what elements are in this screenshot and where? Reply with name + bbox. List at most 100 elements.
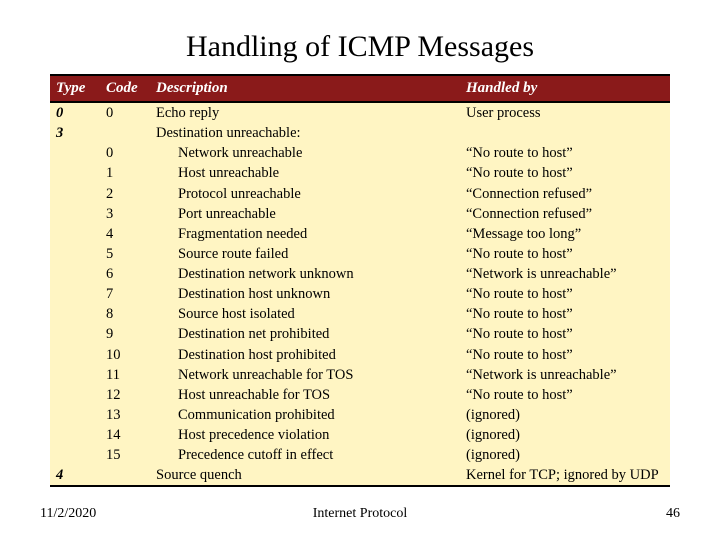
cell-type [50,224,100,244]
cell-handledby: (ignored) [460,425,670,445]
table-row: 10Destination host prohibited“No route t… [50,345,670,365]
table-row: 15Precedence cutoff in effect(ignored) [50,445,670,465]
cell-description: Source route failed [150,244,460,264]
table-row: 11Network unreachable for TOS“Network is… [50,365,670,385]
cell-code: 0 [100,143,150,163]
cell-type: 3 [50,123,100,143]
table-header-cell: Handled by [460,75,670,102]
cell-handledby: “Network is unreachable” [460,365,670,385]
table-row: 9Destination net prohibited“No route to … [50,324,670,344]
cell-handledby: “No route to host” [460,163,670,183]
cell-handledby: User process [460,102,670,123]
cell-description: Source quench [150,465,460,486]
cell-description: Precedence cutoff in effect [150,445,460,465]
cell-type [50,244,100,264]
cell-code: 12 [100,385,150,405]
table-row: 14Host precedence violation(ignored) [50,425,670,445]
table-row: 4Fragmentation needed“Message too long” [50,224,670,244]
cell-description: Network unreachable for TOS [150,365,460,385]
cell-description: Network unreachable [150,143,460,163]
cell-description: Fragmentation needed [150,224,460,244]
cell-code: 11 [100,365,150,385]
cell-description: Destination net prohibited [150,324,460,344]
cell-description: Destination host unknown [150,284,460,304]
cell-code: 10 [100,345,150,365]
icmp-table: TypeCodeDescriptionHandled by 00Echo rep… [50,74,670,487]
table-row: 13Communication prohibited(ignored) [50,405,670,425]
cell-type [50,143,100,163]
cell-description: Destination network unknown [150,264,460,284]
cell-code [100,465,150,486]
cell-handledby: “No route to host” [460,304,670,324]
cell-description: Host unreachable [150,163,460,183]
cell-type [50,385,100,405]
table-row: 00Echo replyUser process [50,102,670,123]
cell-type [50,365,100,385]
cell-handledby [460,123,670,143]
cell-code: 8 [100,304,150,324]
cell-code [100,123,150,143]
table-header-cell: Type [50,75,100,102]
cell-code: 7 [100,284,150,304]
cell-type [50,163,100,183]
cell-handledby: “No route to host” [460,244,670,264]
table-row: 5Source route failed“No route to host” [50,244,670,264]
cell-code: 5 [100,244,150,264]
table-row: 1Host unreachable“No route to host” [50,163,670,183]
cell-type [50,405,100,425]
cell-code: 2 [100,184,150,204]
cell-description: Echo reply [150,102,460,123]
cell-description: Host precedence violation [150,425,460,445]
slide: Handling of ICMP Messages TypeCodeDescri… [0,0,720,540]
slide-title: Handling of ICMP Messages [50,30,670,64]
cell-type [50,264,100,284]
cell-handledby: “No route to host” [460,345,670,365]
table-header-row: TypeCodeDescriptionHandled by [50,75,670,102]
slide-footer: 11/2/2020 Internet Protocol 46 [0,506,720,522]
cell-description: Destination host prohibited [150,345,460,365]
cell-code: 14 [100,425,150,445]
cell-type [50,284,100,304]
cell-handledby: “Connection refused” [460,204,670,224]
table-row: 0Network unreachable“No route to host” [50,143,670,163]
cell-type [50,304,100,324]
table-row: 2Protocol unreachable“Connection refused… [50,184,670,204]
table-header-cell: Code [100,75,150,102]
cell-handledby: “No route to host” [460,143,670,163]
cell-type [50,445,100,465]
cell-handledby: “No route to host” [460,284,670,304]
cell-code: 1 [100,163,150,183]
cell-description: Source host isolated [150,304,460,324]
cell-description: Port unreachable [150,204,460,224]
cell-type [50,184,100,204]
cell-code: 13 [100,405,150,425]
cell-type: 4 [50,465,100,486]
cell-handledby: (ignored) [460,405,670,425]
cell-description: Destination unreachable: [150,123,460,143]
cell-handledby: Kernel for TCP; ignored by UDP [460,465,670,486]
table-row: 3Port unreachable“Connection refused” [50,204,670,224]
table-row: 12Host unreachable for TOS“No route to h… [50,385,670,405]
cell-description: Host unreachable for TOS [150,385,460,405]
table-header-cell: Description [150,75,460,102]
table-row: 7Destination host unknown“No route to ho… [50,284,670,304]
cell-type: 0 [50,102,100,123]
cell-type [50,204,100,224]
cell-code: 4 [100,224,150,244]
table-row: 8Source host isolated“No route to host” [50,304,670,324]
cell-code: 9 [100,324,150,344]
cell-handledby: “Connection refused” [460,184,670,204]
table-row: 4 Source quenchKernel for TCP; ignored by… [50,465,670,486]
cell-code: 15 [100,445,150,465]
cell-type [50,324,100,344]
cell-type [50,345,100,365]
cell-handledby: “Network is unreachable” [460,264,670,284]
cell-handledby: (ignored) [460,445,670,465]
table-row: 6Destination network unknown“Network is … [50,264,670,284]
cell-code: 3 [100,204,150,224]
cell-handledby: “Message too long” [460,224,670,244]
cell-handledby: “No route to host” [460,385,670,405]
cell-description: Communication prohibited [150,405,460,425]
table-body: 00Echo replyUser process3Destination unr… [50,102,670,486]
cell-code: 0 [100,102,150,123]
